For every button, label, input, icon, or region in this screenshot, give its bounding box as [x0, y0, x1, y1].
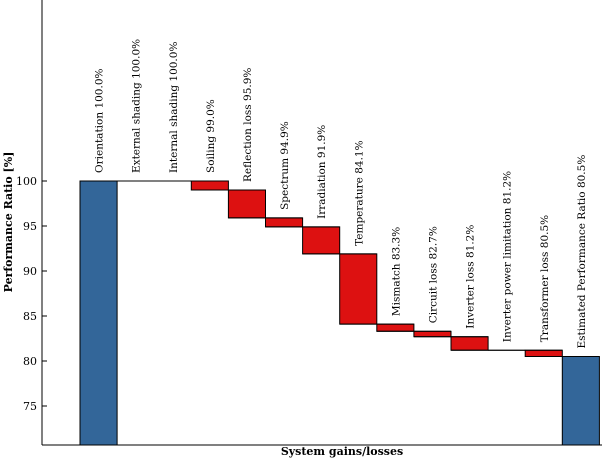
bar-label: Mismatch 83.3%	[390, 227, 402, 316]
y-tick-label: 90	[23, 265, 37, 278]
bar-label: Transformer loss 80.5%	[539, 215, 551, 342]
loss-bar	[413, 330, 452, 338]
total-bar	[79, 180, 118, 446]
x-axis-title: System gains/losses	[281, 445, 403, 458]
bar-label: Orientation 100.0%	[94, 69, 106, 174]
loss-bar	[302, 226, 341, 255]
bar-labels-group: Orientation 100.0% External shading 100.0…	[94, 39, 588, 349]
y-ticks-group: 75 80 85 90 95 100	[16, 175, 47, 413]
y-axis-title: Performance Ratio [%]	[2, 152, 15, 293]
y-tick-label: 100	[16, 175, 37, 188]
loss-bar	[376, 323, 415, 332]
bar-label: Inverter power limitation 81.2%	[502, 171, 514, 342]
bar-label: External shading 100.0%	[131, 39, 143, 173]
total-bar	[561, 356, 600, 446]
y-tick-label: 85	[23, 310, 37, 323]
connectors-group	[80, 180, 600, 357]
loss-bar	[339, 253, 378, 325]
loss-bar	[190, 180, 229, 191]
loss-bar	[450, 336, 489, 351]
y-tick-label: 80	[23, 355, 37, 368]
y-tick-label: 95	[23, 220, 37, 233]
axes-group: 75 80 85 90 95 100	[16, 0, 602, 446]
bar-label: Reflection loss 95.9%	[242, 68, 254, 182]
loss-bar	[524, 349, 563, 358]
bar-label: Spectrum 94.9%	[279, 121, 291, 210]
loss-bar	[265, 217, 304, 228]
bar-label: Estimated Performance Ratio 80.5%	[576, 155, 588, 349]
y-tick-label: 75	[23, 400, 37, 413]
bar-label: Irradiation 91.9%	[316, 125, 328, 219]
bar-label: Inverter loss 81.2%	[465, 225, 477, 329]
bar-label: Internal shading 100.0%	[168, 42, 180, 173]
bar-label: Soiling 99.0%	[205, 99, 217, 173]
bars-group	[79, 180, 600, 446]
bar-label: Circuit loss 82.7%	[427, 226, 439, 323]
bar-label: Temperature 84.1%	[353, 140, 365, 246]
loss-bar	[227, 189, 266, 219]
